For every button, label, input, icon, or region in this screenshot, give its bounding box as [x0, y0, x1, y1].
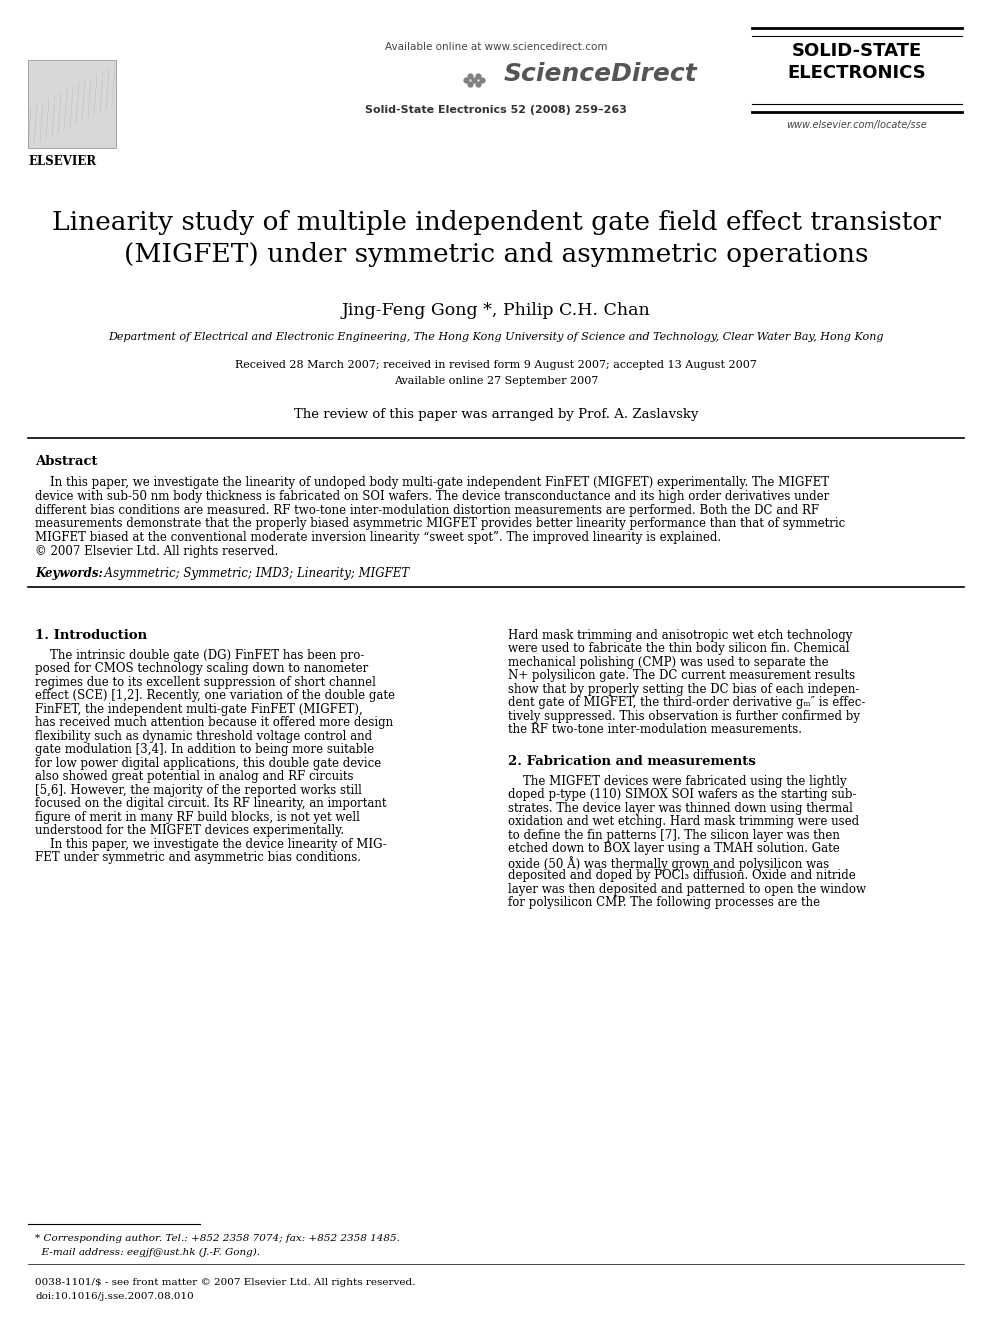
Text: strates. The device layer was thinned down using thermal: strates. The device layer was thinned do… — [508, 802, 853, 815]
Text: for low power digital applications, this double gate device: for low power digital applications, this… — [35, 757, 381, 770]
Text: Available online 27 September 2007: Available online 27 September 2007 — [394, 376, 598, 386]
Text: also showed great potential in analog and RF circuits: also showed great potential in analog an… — [35, 770, 353, 783]
Text: 0038-1101/$ - see front matter © 2007 Elsevier Ltd. All rights reserved.: 0038-1101/$ - see front matter © 2007 El… — [35, 1278, 416, 1287]
Text: ELSEVIER: ELSEVIER — [28, 155, 96, 168]
Text: layer was then deposited and patterned to open the window: layer was then deposited and patterned t… — [508, 882, 866, 896]
Text: * Corresponding author. Tel.: +852 2358 7074; fax: +852 2358 1485.: * Corresponding author. Tel.: +852 2358 … — [35, 1234, 400, 1244]
Text: In this paper, we investigate the linearity of undoped body multi-gate independe: In this paper, we investigate the linear… — [35, 476, 829, 490]
Bar — [28, 60, 116, 148]
Text: N+ polysilicon gate. The DC current measurement results: N+ polysilicon gate. The DC current meas… — [508, 669, 855, 683]
Text: The intrinsic double gate (DG) FinFET has been pro-: The intrinsic double gate (DG) FinFET ha… — [35, 648, 364, 662]
Text: 2. Fabrication and measurements: 2. Fabrication and measurements — [508, 755, 756, 767]
Text: doi:10.1016/j.sse.2007.08.010: doi:10.1016/j.sse.2007.08.010 — [35, 1293, 193, 1301]
Text: The review of this paper was arranged by Prof. A. Zaslavsky: The review of this paper was arranged by… — [294, 407, 698, 421]
Text: Received 28 March 2007; received in revised form 9 August 2007; accepted 13 Augu: Received 28 March 2007; received in revi… — [235, 360, 757, 370]
Text: posed for CMOS technology scaling down to nanometer: posed for CMOS technology scaling down t… — [35, 663, 368, 675]
Text: device with sub-50 nm body thickness is fabricated on SOI wafers. The device tra: device with sub-50 nm body thickness is … — [35, 490, 829, 503]
Text: effect (SCE) [1,2]. Recently, one variation of the double gate: effect (SCE) [1,2]. Recently, one variat… — [35, 689, 395, 703]
Text: Available online at www.sciencedirect.com: Available online at www.sciencedirect.co… — [385, 42, 607, 52]
Text: tively suppressed. This observation is further confirmed by: tively suppressed. This observation is f… — [508, 710, 860, 722]
Text: to define the fin patterns [7]. The silicon layer was then: to define the fin patterns [7]. The sili… — [508, 828, 840, 841]
Text: In this paper, we investigate the device linearity of MIG-: In this paper, we investigate the device… — [35, 837, 387, 851]
Text: different bias conditions are measured. RF two-tone inter-modulation distortion : different bias conditions are measured. … — [35, 504, 819, 516]
Text: Abstract: Abstract — [35, 455, 97, 468]
Text: mechanical polishing (CMP) was used to separate the: mechanical polishing (CMP) was used to s… — [508, 656, 828, 669]
Text: understood for the MIGFET devices experimentally.: understood for the MIGFET devices experi… — [35, 824, 344, 837]
Text: gate modulation [3,4]. In addition to being more suitable: gate modulation [3,4]. In addition to be… — [35, 744, 374, 757]
Text: MIGFET biased at the conventional moderate inversion linearity “sweet spot”. The: MIGFET biased at the conventional modera… — [35, 532, 721, 544]
Text: Hard mask trimming and anisotropic wet etch technology: Hard mask trimming and anisotropic wet e… — [508, 628, 852, 642]
Text: were used to fabricate the thin body silicon fin. Chemical: were used to fabricate the thin body sil… — [508, 642, 849, 655]
Text: focused on the digital circuit. Its RF linearity, an important: focused on the digital circuit. Its RF l… — [35, 798, 387, 810]
Text: The MIGFET devices were fabricated using the lightly: The MIGFET devices were fabricated using… — [508, 775, 846, 787]
Text: ScienceDirect: ScienceDirect — [504, 62, 697, 86]
Text: [5,6]. However, the majority of the reported works still: [5,6]. However, the majority of the repo… — [35, 783, 362, 796]
Text: Keywords:: Keywords: — [35, 566, 103, 579]
Text: (MIGFET) under symmetric and asymmetric operations: (MIGFET) under symmetric and asymmetric … — [124, 242, 868, 267]
Text: 1. Introduction: 1. Introduction — [35, 628, 147, 642]
Text: regimes due to its excellent suppression of short channel: regimes due to its excellent suppression… — [35, 676, 376, 689]
Text: FET under symmetric and asymmetric bias conditions.: FET under symmetric and asymmetric bias … — [35, 851, 361, 864]
Text: dent gate of MIGFET, the third-order derivative gₘ″ is effec-: dent gate of MIGFET, the third-order der… — [508, 696, 865, 709]
Text: SOLID-STATE: SOLID-STATE — [792, 42, 923, 60]
Text: Department of Electrical and Electronic Engineering, The Hong Kong University of: Department of Electrical and Electronic … — [108, 332, 884, 343]
Text: Solid-State Electronics 52 (2008) 259–263: Solid-State Electronics 52 (2008) 259–26… — [365, 105, 627, 115]
Text: etched down to BOX layer using a TMAH solution. Gate: etched down to BOX layer using a TMAH so… — [508, 843, 840, 855]
Text: has received much attention because it offered more design: has received much attention because it o… — [35, 716, 393, 729]
Text: Asymmetric; Symmetric; IMD3; Linearity; MIGFET: Asymmetric; Symmetric; IMD3; Linearity; … — [97, 566, 410, 579]
Text: flexibility such as dynamic threshold voltage control and: flexibility such as dynamic threshold vo… — [35, 730, 372, 742]
Text: www.elsevier.com/locate/sse: www.elsevier.com/locate/sse — [787, 120, 928, 130]
Text: E-mail address: eegjf@ust.hk (J.-F. Gong).: E-mail address: eegjf@ust.hk (J.-F. Gong… — [35, 1248, 260, 1257]
Text: oxidation and wet etching. Hard mask trimming were used: oxidation and wet etching. Hard mask tri… — [508, 815, 859, 828]
Text: ELECTRONICS: ELECTRONICS — [788, 64, 927, 82]
Text: for polysilicon CMP. The following processes are the: for polysilicon CMP. The following proce… — [508, 896, 820, 909]
Text: deposited and doped by POCl₃ diffusion. Oxide and nitride: deposited and doped by POCl₃ diffusion. … — [508, 869, 856, 882]
Text: figure of merit in many RF build blocks, is not yet well: figure of merit in many RF build blocks,… — [35, 811, 360, 824]
Text: show that by properly setting the DC bias of each indepen-: show that by properly setting the DC bia… — [508, 683, 859, 696]
Text: © 2007 Elsevier Ltd. All rights reserved.: © 2007 Elsevier Ltd. All rights reserved… — [35, 545, 278, 558]
Text: Linearity study of multiple independent gate field effect transistor: Linearity study of multiple independent … — [52, 210, 940, 235]
Text: doped p-type (110) SIMOX SOI wafers as the starting sub-: doped p-type (110) SIMOX SOI wafers as t… — [508, 789, 856, 802]
Text: Jing-Feng Gong *, Philip C.H. Chan: Jing-Feng Gong *, Philip C.H. Chan — [341, 302, 651, 319]
Text: the RF two-tone inter-modulation measurements.: the RF two-tone inter-modulation measure… — [508, 724, 802, 737]
Text: measurements demonstrate that the properly biased asymmetric MIGFET provides bet: measurements demonstrate that the proper… — [35, 517, 845, 531]
Text: FinFET, the independent multi-gate FinFET (MIGFET),: FinFET, the independent multi-gate FinFE… — [35, 703, 363, 716]
Text: oxide (50 Å) was thermally grown and polysilicon was: oxide (50 Å) was thermally grown and pol… — [508, 856, 829, 871]
